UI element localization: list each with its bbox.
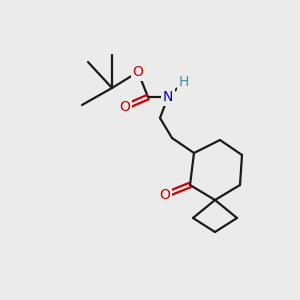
Text: O: O — [133, 65, 143, 79]
Text: H: H — [179, 75, 189, 89]
Text: O: O — [160, 188, 170, 202]
Text: N: N — [163, 90, 173, 104]
Text: O: O — [120, 100, 130, 114]
